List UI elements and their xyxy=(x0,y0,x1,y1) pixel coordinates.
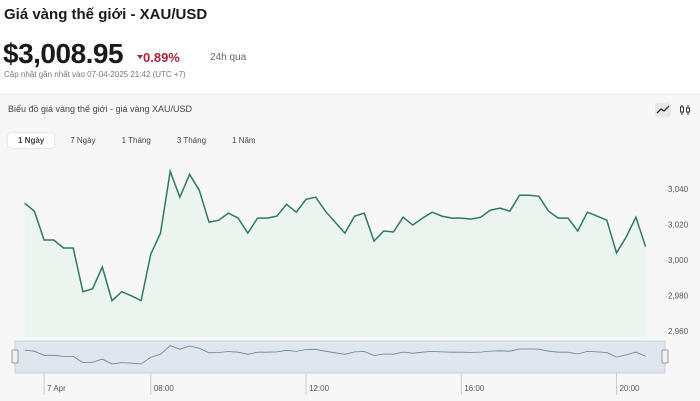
down-arrow xyxy=(137,55,143,59)
y-tick-label: 2,980 xyxy=(668,291,689,300)
range-tab[interactable]: 1 Năm xyxy=(232,136,256,145)
line-chart-toggle[interactable] xyxy=(655,103,671,117)
navigator-handle xyxy=(11,349,19,364)
y-tick-label: 2,960 xyxy=(668,327,689,336)
y-tick-label: 3,040 xyxy=(668,185,689,194)
range-tab[interactable]: 7 Ngày xyxy=(70,136,96,145)
area xyxy=(24,171,646,337)
price-line xyxy=(24,168,647,303)
range-tab[interactable]: 1 Tháng xyxy=(121,136,151,145)
x-tick-label: 08:00 xyxy=(154,384,175,393)
y-tick-label: 3,000 xyxy=(668,256,689,265)
candle-chart-toggle[interactable] xyxy=(677,103,693,117)
page-title: Giá vàng thế giới - XAU/USD xyxy=(4,6,208,23)
navigator-handle xyxy=(661,349,669,364)
y-tick-label: 3,020 xyxy=(668,221,689,230)
navigator xyxy=(14,340,666,374)
navigator-line xyxy=(24,345,646,365)
range-tab[interactable]: 1 Ngày xyxy=(8,133,55,148)
price: $3,008.95 xyxy=(3,38,124,69)
range-tab[interactable]: 3 Tháng xyxy=(176,136,207,145)
change-period: 24h qua xyxy=(210,52,247,63)
x-tick-label: 20:00 xyxy=(619,384,640,393)
panel-title: Biểu đồ giá vàng thế giới - giá vàng XAU… xyxy=(8,104,193,114)
x-tick-label: 16:00 xyxy=(464,384,485,393)
price-change: 0.89% xyxy=(143,50,180,65)
range-tabs: 1 Ngày 7 Ngày 1 Tháng 3 Tháng 1 Năm xyxy=(8,133,266,148)
updated-time: Cập nhật gần nhất vào 07-04-2025 21:42 (… xyxy=(4,70,186,79)
x-tick-label: 7 Apr xyxy=(47,384,66,393)
x-tick-label: 12:00 xyxy=(309,384,330,393)
